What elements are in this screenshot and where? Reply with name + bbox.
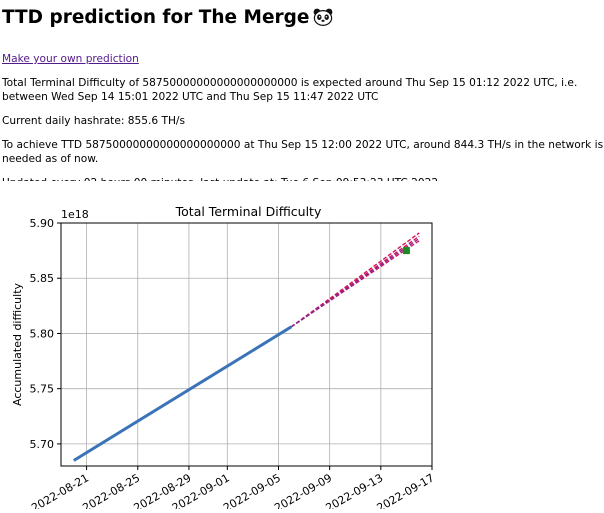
prediction-line xyxy=(290,237,420,328)
y-tick-label: 5.90 xyxy=(30,217,55,230)
prediction-line xyxy=(290,232,420,328)
observed-difficulty-line xyxy=(73,325,293,462)
ttd-chart-svg: 5.905.855.805.755.702022-08-212022-08-25… xyxy=(11,204,437,513)
hashrate-text: Current daily hashrate: 855.6 TH/s xyxy=(2,115,186,127)
page-title: TTD prediction for The Merge xyxy=(2,0,604,32)
chart-title: Total Terminal Difficulty xyxy=(175,204,322,219)
y-tick-label: 5.80 xyxy=(30,327,55,340)
prediction-line xyxy=(290,240,420,328)
summary-text: Total Terminal Difficulty of 58750000000… xyxy=(2,77,578,103)
prediction-line xyxy=(290,235,420,328)
y-tick-label: 5.75 xyxy=(30,383,55,396)
panda-icon xyxy=(313,8,333,32)
plot-frame xyxy=(60,222,433,467)
ttd-target-marker xyxy=(402,247,410,255)
ttd-chart: 5.90 5.85 5.80 5.75 5.70 2022-08-21 2022-08-25… xyxy=(0,181,482,513)
y-multiplier: 1e18 xyxy=(61,208,89,221)
x-tick-label: 2022-09-17 xyxy=(375,471,437,509)
make-prediction-link[interactable]: Make your own prediction xyxy=(2,53,139,65)
y-tick-label: 5.70 xyxy=(30,438,55,451)
y-tick-label: 5.85 xyxy=(30,272,55,285)
requirement-text: To achieve TTD 58750000000000000000000 a… xyxy=(2,139,604,165)
y-axis-label: Accumulated difficulty xyxy=(11,283,24,407)
